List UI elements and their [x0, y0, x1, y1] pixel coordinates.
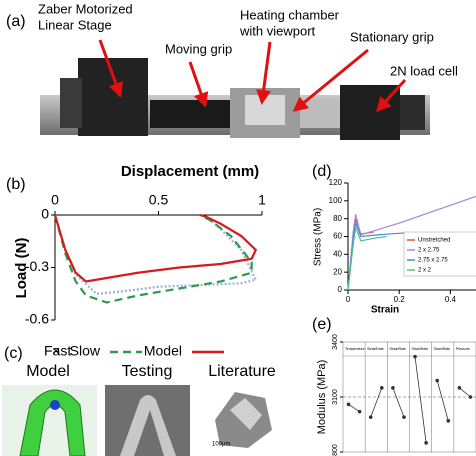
legend-label: 2.75 x 2.75 — [418, 258, 448, 264]
x-tick-label: 0 — [346, 295, 351, 304]
effect-line — [459, 387, 471, 398]
panel-label: (c) — [4, 345, 23, 362]
y-tick-label: 80 — [333, 214, 342, 223]
effect-point — [368, 415, 373, 419]
x-tick-label: 0 — [51, 192, 59, 208]
effect-line — [436, 380, 449, 421]
image-caption: Model — [26, 363, 70, 380]
legend-label: 2 x 2.75 — [418, 248, 440, 254]
factor-label: StrainRate — [367, 347, 384, 351]
factor-label: Temperature — [345, 347, 365, 351]
series-line — [347, 220, 405, 291]
y-tick-label: -0.3 — [25, 258, 49, 274]
y-tick-label: 0 — [41, 206, 49, 222]
effect-line — [370, 387, 383, 418]
legend-label: Model — [144, 343, 182, 359]
y-tick-label: 0 — [338, 285, 343, 294]
factor-label: Pressure — [456, 347, 470, 351]
x-axis-label: Strain — [371, 305, 399, 316]
effect-point — [435, 378, 440, 383]
image-strip — [2, 385, 277, 456]
effect-point — [446, 419, 451, 423]
effect-point — [402, 415, 406, 419]
effect-line — [348, 403, 360, 413]
y-tick-label: 2800 — [332, 444, 339, 456]
x-tick-label: 0.2 — [394, 295, 406, 304]
panel-label: (d) — [312, 163, 332, 180]
y-tick-label: 60 — [333, 232, 342, 241]
effect-point — [357, 409, 362, 414]
y-tick-label: 100 — [329, 196, 343, 205]
effect-line — [392, 387, 405, 418]
x-tick-label: 0.5 — [149, 192, 169, 208]
series-line — [53, 213, 258, 283]
y-tick-label: -0.6 — [25, 311, 49, 327]
legend-label: Unstretched — [418, 238, 450, 244]
series-line — [347, 195, 476, 291]
effect-line — [414, 356, 427, 443]
legend-swatch: × — [52, 343, 60, 359]
callout-label: Zaber Motorized — [38, 1, 133, 16]
effect-point — [413, 354, 417, 359]
effect-point — [468, 395, 473, 399]
y-tick-label: 3100 — [332, 389, 339, 405]
legend-label: Fast — [44, 343, 71, 359]
effect-point — [424, 441, 428, 445]
panel-label: (e) — [312, 316, 332, 333]
legend-label: Slow — [70, 343, 101, 359]
image-caption: Testing — [122, 363, 173, 380]
effect-point — [457, 386, 462, 390]
callout-label: Stationary grip — [350, 29, 434, 44]
effect-point — [379, 386, 384, 390]
series-line — [53, 214, 253, 304]
factor-label: StrainRate — [389, 347, 406, 351]
legend-box — [403, 231, 476, 277]
y-axis-label: Modulus (MPa) — [316, 360, 328, 435]
y-tick-label: 20 — [333, 267, 342, 276]
callout-label: Moving grip — [165, 41, 232, 56]
x-tick-label: 1 — [258, 192, 266, 208]
callout-label: Heating chamber — [240, 7, 340, 22]
x-tick-label: 0.4 — [445, 295, 457, 304]
y-tick-label: 40 — [333, 249, 342, 258]
factor-label: StrainRate — [434, 347, 451, 351]
series-line — [347, 225, 387, 291]
y-tick-label: 120 — [329, 178, 343, 187]
legend-label: 2 x 2 — [418, 268, 432, 274]
callout-label: 2N load cell — [390, 63, 458, 78]
panel-label: (a) — [6, 13, 26, 30]
effect-point — [346, 402, 351, 407]
factor-label: StrainRate — [412, 347, 429, 351]
scale-bar-label: 100μm — [212, 442, 230, 448]
callout-label: Linear Stage — [38, 17, 112, 32]
callout-label: with viewport — [239, 23, 316, 38]
apparatus-photo — [40, 39, 430, 140]
y-axis-label: Stress (MPa) — [313, 208, 324, 266]
effect-point — [391, 386, 395, 390]
panel-label: (b) — [6, 176, 26, 193]
x-axis-label: Displacement (mm) — [121, 163, 259, 180]
image-caption: Literature — [208, 363, 276, 380]
y-axis-label: Load (N) — [13, 238, 30, 299]
y-tick-label: 3400 — [332, 334, 339, 350]
